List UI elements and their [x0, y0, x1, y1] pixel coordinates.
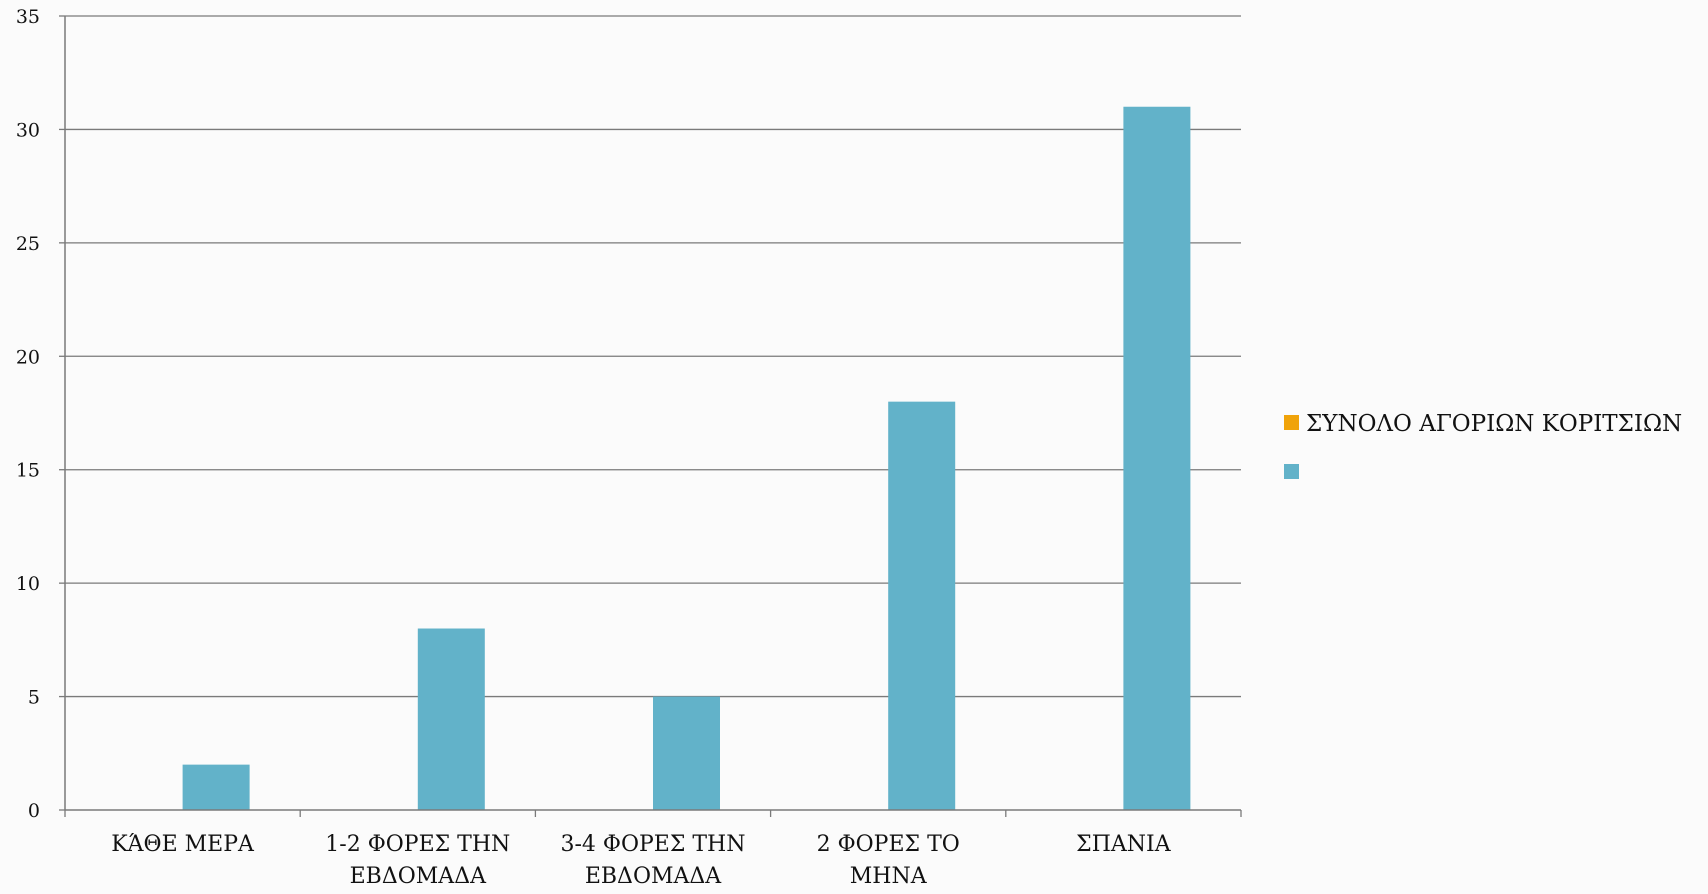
y-tick-label: 5: [28, 687, 40, 709]
bars: [182, 106, 1191, 810]
x-category-label: 3-4 ΦΟΡΕΣ ΤΗΝ: [560, 832, 745, 857]
y-tick-label: 20: [16, 346, 40, 368]
bar-series2-cat2: [417, 628, 485, 810]
x-category-label: ΜΗΝΑ: [850, 864, 928, 889]
bar-series2-cat1: [182, 764, 250, 810]
x-category-label: ΕΒΔΟΜΑΔΑ: [585, 864, 722, 889]
y-tick-label: 35: [16, 6, 40, 28]
bar-series2-cat4: [888, 401, 956, 810]
x-category-label: ΚΆΘΕ ΜΕΡΑ: [111, 832, 255, 857]
y-tick-label: 30: [16, 119, 40, 141]
y-tick-labels: 0 5 10 15 20 25 30 35: [16, 6, 40, 822]
x-category-label: ΕΒΔΟΜΑΔΑ: [350, 864, 487, 889]
y-tick-label: 0: [28, 800, 40, 822]
legend-label-series1: ΣΥΝΟΛΟ ΑΓΟΡΙΩΝ ΚΟΡΙΤΣΙΩΝ: [1306, 411, 1682, 437]
axes: [59, 15, 1242, 817]
y-tick-label: 25: [16, 233, 40, 255]
y-tick-label: 10: [16, 573, 40, 595]
y-tick-label: 15: [16, 460, 40, 482]
legend: ΣΥΝΟΛΟ ΑΓΟΡΙΩΝ ΚΟΡΙΤΣΙΩΝ: [1284, 411, 1682, 479]
legend-swatch-series1: [1284, 415, 1299, 430]
bar-series2-cat3: [653, 696, 720, 810]
x-category-label: 1-2 ΦΟΡΕΣ ΤΗΝ: [325, 832, 510, 857]
bar-series2-cat5: [1123, 106, 1191, 810]
x-category-label: 2 ΦΟΡΕΣ ΤΟ: [817, 832, 960, 857]
x-category-labels: ΚΆΘΕ ΜΕΡΑ 1-2 ΦΟΡΕΣ ΤΗΝ ΕΒΔΟΜΑΔΑ 3-4 ΦΟΡΕΣ …: [111, 832, 1171, 889]
legend-swatch-series2: [1284, 464, 1299, 479]
gridlines: [65, 15, 1241, 698]
x-category-label: ΣΠΑΝΙΑ: [1076, 832, 1172, 857]
